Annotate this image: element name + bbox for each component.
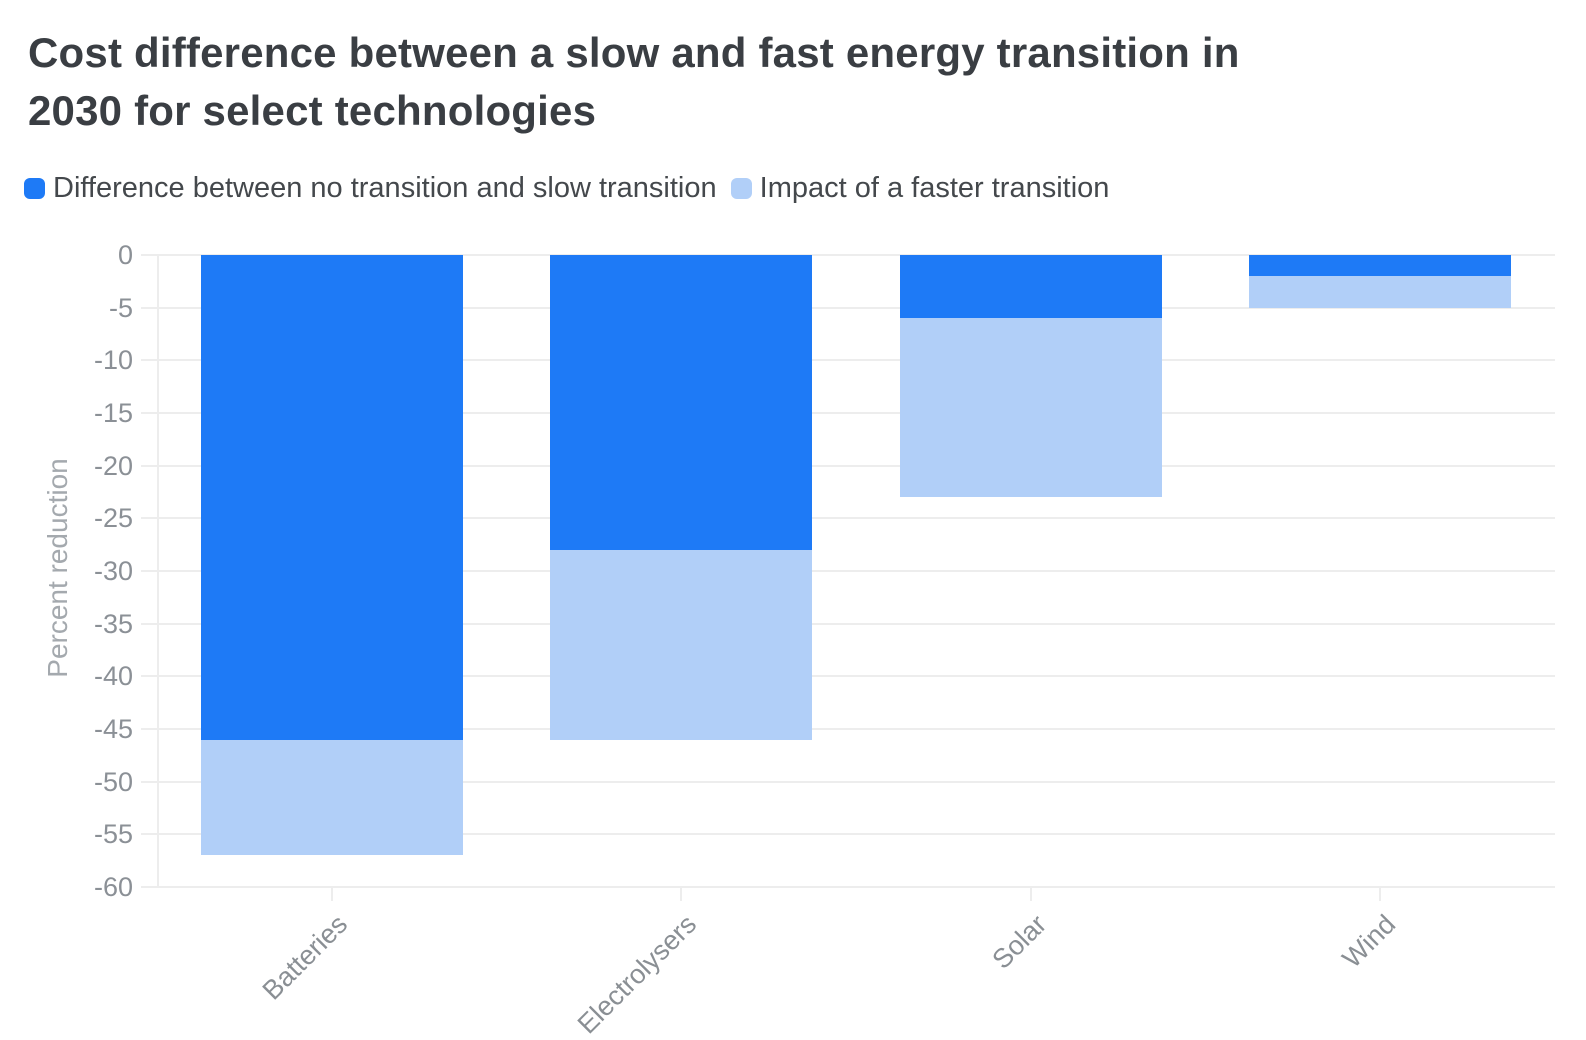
y-tick-mark--45: [141, 728, 157, 730]
y-tick-mark--30: [141, 570, 157, 572]
y-tick-label--40: -40: [93, 661, 133, 692]
y-tick-label--15: -15: [93, 398, 133, 428]
y-tick-label--55: -55: [93, 819, 133, 850]
legend-label-2: Impact of a faster transition: [759, 172, 1110, 204]
y-tick-label--25: -25: [93, 503, 133, 534]
legend-item-2[interactable]: Impact of a faster transition: [730, 172, 1110, 205]
gridline-y--20: [157, 464, 1555, 467]
x-tick-mark-electrolysers: [680, 887, 683, 901]
y-tick-mark--35: [141, 622, 157, 625]
y-tick-label--10: -10: [93, 345, 133, 376]
y-tick-label-0: 0: [117, 240, 133, 270]
y-tick-label--20: -20: [93, 450, 133, 481]
chart-title: Cost difference between a slow and fast …: [28, 24, 1240, 140]
gridline-y-0: [157, 254, 1555, 256]
gridline-y--15: [157, 412, 1555, 414]
x-tick-mark-solar: [1029, 887, 1032, 901]
y-tick-label--45: -45: [93, 714, 133, 744]
y-tick-label--35: -35: [93, 608, 133, 639]
x-tick-mark-batteries: [330, 887, 333, 901]
y-tick-mark--40: [141, 675, 157, 678]
chart-title-line-2: 2030 for select technologies: [28, 87, 597, 134]
y-tick-mark--55: [141, 833, 157, 836]
gridline-y--10: [157, 359, 1555, 362]
bar-segment-wind-series-1[interactable]: [1249, 255, 1512, 277]
y-tick-mark--10: [141, 359, 157, 362]
gridline-y--25: [157, 517, 1555, 520]
x-category-label-batteries: Batteries: [256, 909, 353, 1006]
y-tick-mark--60: [141, 886, 157, 888]
legend-item-1[interactable]: Difference between no transition and slo…: [24, 172, 717, 205]
chart-title-line-1: Cost difference between a slow and fast …: [28, 29, 1240, 76]
gridline-y--5: [157, 306, 1555, 309]
x-category-label-wind: Wind: [1336, 909, 1402, 974]
legend-marker-1: [24, 178, 45, 199]
gridline-y--60: [157, 886, 1555, 888]
bar-segment-batteries-series-1[interactable]: [200, 255, 463, 740]
x-category-label-electrolysers: Electrolysers: [571, 909, 703, 1040]
bar-segment-solar-series-2[interactable]: [899, 318, 1162, 498]
y-tick-mark--25: [141, 517, 157, 520]
y-tick-mark--5: [141, 306, 157, 309]
gridline-y--45: [157, 728, 1555, 730]
chart-legend: Difference between no transition and slo…: [24, 172, 1109, 205]
y-tick-label--60: -60: [93, 872, 133, 902]
gridline-y--30: [157, 570, 1555, 572]
bar-segment-batteries-series-2[interactable]: [200, 739, 463, 856]
gridline-y--50: [157, 780, 1555, 783]
y-tick-mark--50: [141, 780, 157, 783]
gridline-y--40: [157, 675, 1555, 678]
x-category-label-solar: Solar: [986, 909, 1052, 975]
bar-segment-electrolysers-series-1[interactable]: [550, 255, 813, 550]
legend-marker-2: [730, 178, 752, 199]
y-tick-mark--20: [141, 464, 157, 467]
gridline-y--55: [157, 833, 1555, 836]
y-tick-mark-0: [141, 254, 157, 256]
bar-segment-electrolysers-series-2[interactable]: [550, 549, 813, 740]
y-tick-label--5: -5: [108, 292, 133, 323]
plot-area: 0 -5 -10 -15 -20 -25 -30 -35 -40 -45 -50 -55 -60 Batt…: [94, 240, 1555, 1039]
bar-segment-solar-series-1[interactable]: [899, 255, 1162, 319]
bar-segment-wind-series-2[interactable]: [1249, 276, 1512, 308]
legend-label-1: Difference between no transition and slo…: [53, 172, 717, 204]
y-tick-label--30: -30: [93, 556, 133, 586]
y-tick-label--50: -50: [93, 766, 133, 797]
gridline-y--35: [157, 622, 1555, 625]
x-tick-mark-wind: [1379, 887, 1382, 901]
y-tick-mark--15: [141, 412, 157, 414]
